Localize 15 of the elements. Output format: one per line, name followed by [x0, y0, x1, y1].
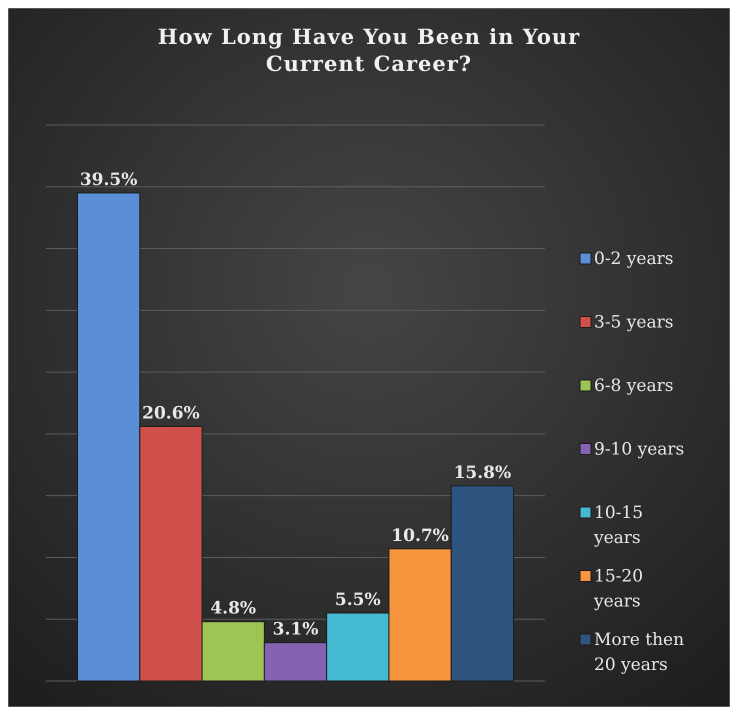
legend-label: 6-8 years — [594, 376, 674, 396]
data-label: 10.7% — [391, 526, 449, 546]
data-label: 39.5% — [80, 170, 138, 190]
data-label: 20.6% — [142, 403, 200, 424]
legend-label: 0-2 years — [594, 249, 674, 269]
chart-title: How Long Have You Been in Your Current Career? — [158, 24, 580, 76]
data-label: 15.8% — [454, 462, 512, 483]
data-label: 5.5% — [334, 590, 381, 610]
legend-label: 10-15 years — [593, 503, 644, 548]
legend-label: 3-5 years — [594, 312, 674, 332]
legend-label: 15-20 years — [593, 566, 644, 612]
data-label: 3.1% — [272, 620, 318, 640]
data-label: 4.8% — [210, 598, 256, 619]
legend-label: 9-10 years — [594, 440, 684, 460]
legend-label: More then 20 years — [594, 630, 684, 675]
